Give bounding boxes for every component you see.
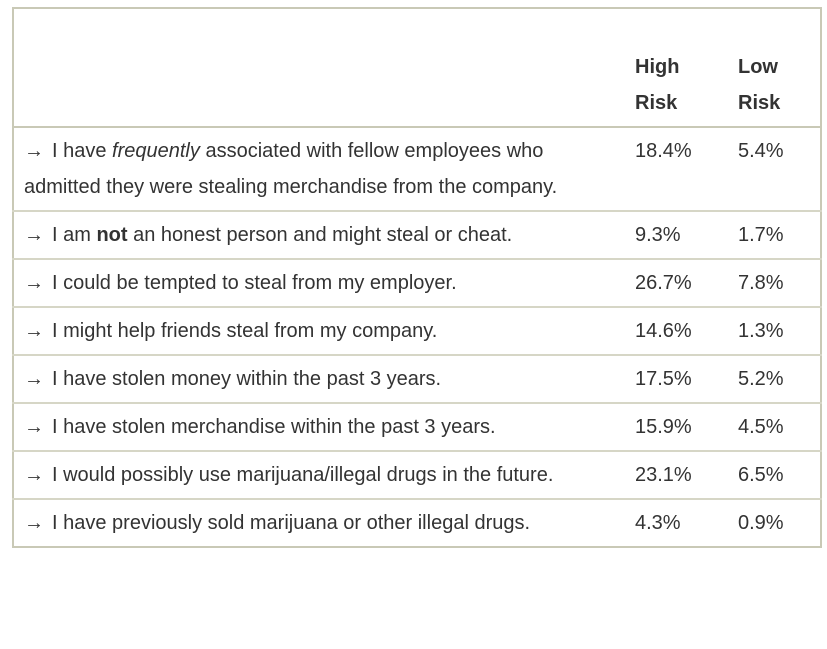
high-risk-value: 14.6% [635, 320, 692, 342]
low-risk-value: 0.9% [738, 512, 784, 534]
arrow-icon: → [24, 368, 44, 390]
statement-cell: → I have frequently associated with fello… [13, 127, 625, 211]
arrow-icon: → [24, 416, 44, 438]
low-risk-value: 1.7% [738, 224, 784, 246]
statement-cell: → I am not an honest person and might ste… [13, 211, 625, 259]
statement-text: I have stolen merchandise within the pas… [52, 416, 496, 438]
header-row: High Risk Low Risk [13, 8, 821, 128]
high-risk-value: 15.9% [635, 416, 692, 438]
statement-cell: → I might help friends steal from my comp… [13, 307, 625, 355]
arrow-icon: → [24, 272, 44, 294]
statement-text: I would possibly use marijuana/illegal d… [52, 464, 554, 486]
arrow-icon: → [24, 464, 44, 486]
table-row: → I am not an honest person and might ste… [13, 211, 821, 259]
high-risk-value: 26.7% [635, 272, 692, 294]
high-risk-value: 23.1% [635, 464, 692, 486]
statement-text: I have [52, 140, 113, 162]
statement-cell: → I would possibly use marijuana/illegal … [13, 451, 625, 499]
arrow-icon: → [24, 224, 44, 246]
statement-cell: → I have stolen money within the past 3 y… [13, 355, 625, 403]
statement-cell: → I have stolen merchandise within the pa… [13, 403, 625, 451]
header-low-risk: Low Risk [728, 8, 821, 128]
low-risk-value: 4.5% [738, 416, 784, 438]
low-risk-value: 5.4% [738, 140, 784, 162]
statement-text: associated with fellow employees who adm… [24, 140, 558, 198]
arrow-icon: → [24, 512, 44, 534]
table-row: → I could be tempted to steal from my emp… [13, 259, 821, 307]
arrow-icon: → [24, 140, 44, 162]
table-row: → I might help friends steal from my comp… [13, 307, 821, 355]
high-risk-value: 4.3% [635, 512, 681, 534]
table-row: → I have stolen merchandise within the pa… [13, 403, 821, 451]
header-statement [13, 8, 625, 128]
statement-text: I could be tempted to steal from my empl… [52, 272, 457, 294]
statement-text: I am [52, 224, 97, 246]
arrow-icon: → [24, 320, 44, 342]
low-risk-value: 7.8% [738, 272, 784, 294]
header-high-risk: High Risk [625, 8, 728, 128]
table-row: → I have frequently associated with fello… [13, 127, 821, 211]
table-row: → I would possibly use marijuana/illegal … [13, 451, 821, 499]
statement-cell: → I have previously sold marijuana or oth… [13, 499, 625, 547]
statement-text: I have previously sold marijuana or othe… [52, 512, 531, 534]
low-risk-value: 6.5% [738, 464, 784, 486]
statement-emphasis: frequently [112, 140, 200, 162]
table-row: → I have previously sold marijuana or oth… [13, 499, 821, 547]
statement-cell: → I could be tempted to steal from my emp… [13, 259, 625, 307]
statement-text: an honest person and might steal or chea… [127, 224, 513, 246]
statement-text: I might help friends steal from my compa… [52, 320, 438, 342]
risk-table: High Risk Low Risk → I have frequently as… [12, 7, 822, 548]
high-risk-value: 18.4% [635, 140, 692, 162]
table-row: → I have stolen money within the past 3 y… [13, 355, 821, 403]
statement-text: I have stolen money within the past 3 ye… [52, 368, 442, 390]
high-risk-value: 9.3% [635, 224, 681, 246]
low-risk-value: 5.2% [738, 368, 784, 390]
statement-emphasis: not [96, 224, 128, 246]
low-risk-value: 1.3% [738, 320, 784, 342]
high-risk-value: 17.5% [635, 368, 692, 390]
